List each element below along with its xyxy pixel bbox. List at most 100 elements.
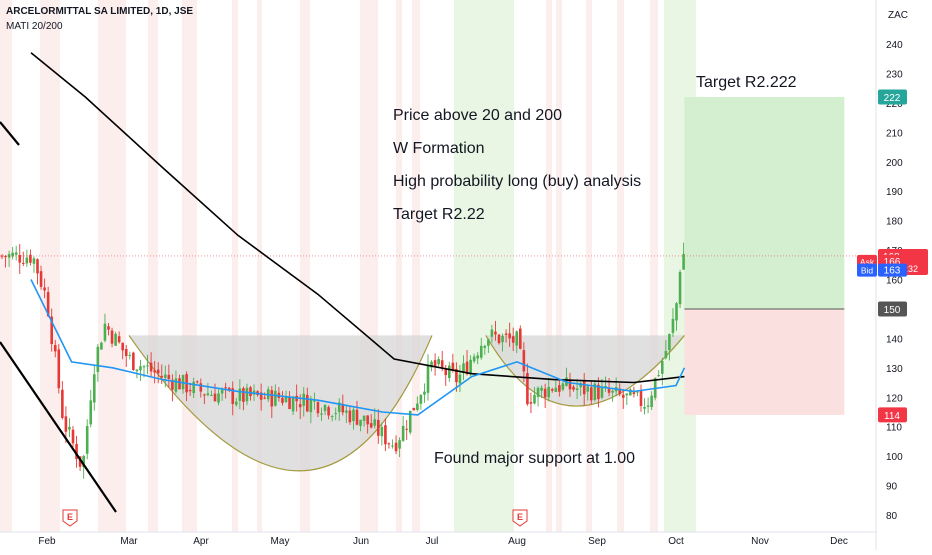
candle xyxy=(543,383,547,408)
candle xyxy=(313,392,316,410)
candle xyxy=(89,389,93,428)
candle-body xyxy=(78,456,82,467)
session-shade xyxy=(556,0,562,532)
candle xyxy=(497,333,501,345)
session-shade xyxy=(412,0,420,532)
candle xyxy=(29,249,32,266)
candle xyxy=(100,341,103,350)
candle-body xyxy=(210,394,213,396)
candle xyxy=(501,333,504,352)
candle xyxy=(288,391,291,410)
y-tick-label: 200 xyxy=(886,158,903,169)
indicator-label[interactable]: MATI 20/200 xyxy=(6,21,63,32)
candle-body xyxy=(220,389,224,394)
candle xyxy=(355,400,359,426)
x-tick-label: Jul xyxy=(426,536,439,547)
candle-body xyxy=(302,393,306,406)
candle-body xyxy=(36,259,39,274)
y-tick-label: 210 xyxy=(886,128,903,139)
candle xyxy=(153,360,156,384)
candle xyxy=(394,435,398,455)
candle-body xyxy=(373,419,377,426)
candle-body xyxy=(75,443,78,460)
session-shade xyxy=(98,0,126,532)
candle-body xyxy=(32,258,36,264)
earnings-marker: E xyxy=(62,509,78,527)
y-tick-label: 160 xyxy=(886,276,903,287)
candle-body xyxy=(82,455,85,468)
trendline-lower xyxy=(0,341,117,513)
candle-body xyxy=(377,419,380,436)
candle-body xyxy=(479,345,483,358)
y-tick-label: 180 xyxy=(886,217,903,228)
symbol-title[interactable]: ARCELORMITTAL SA LIMITED, 1D, JSE xyxy=(6,6,194,17)
candle-body xyxy=(458,374,462,384)
y-tick-label: 90 xyxy=(886,482,898,493)
candle xyxy=(621,389,625,409)
candle-body xyxy=(22,262,25,264)
candle xyxy=(540,385,543,399)
candle xyxy=(412,407,416,411)
earnings-icon xyxy=(62,509,78,527)
candle-body xyxy=(423,391,426,395)
candle xyxy=(536,386,540,407)
annotation-line-2: W Formation xyxy=(393,140,485,157)
candle-body xyxy=(568,379,572,390)
candle-body xyxy=(526,373,529,405)
candle xyxy=(281,391,284,406)
candle-body xyxy=(604,386,607,388)
candle-body xyxy=(192,381,195,394)
candle-body xyxy=(515,331,519,346)
candle-body xyxy=(178,378,181,390)
candle-body xyxy=(469,359,472,375)
candle xyxy=(675,302,678,331)
candle xyxy=(345,405,348,423)
candle xyxy=(50,308,53,352)
candle xyxy=(479,337,483,360)
candle-body xyxy=(306,394,309,412)
candle xyxy=(682,242,685,270)
candle-body xyxy=(316,402,320,414)
candle-body xyxy=(61,389,64,418)
candle xyxy=(337,398,341,421)
candle-body xyxy=(227,387,231,390)
candle xyxy=(398,437,401,458)
candle-body xyxy=(259,392,263,400)
candle-body xyxy=(348,410,352,423)
candle xyxy=(582,372,586,406)
candle-body xyxy=(671,318,675,333)
candle-body xyxy=(540,387,543,391)
candle-body xyxy=(139,366,142,371)
candle-body xyxy=(164,374,167,379)
candle-body xyxy=(430,361,433,368)
candle xyxy=(160,364,164,384)
candle xyxy=(625,393,629,406)
currency-label: ZAC xyxy=(888,10,908,21)
candle xyxy=(57,344,61,394)
candle-body xyxy=(582,380,586,395)
candle xyxy=(433,353,437,376)
candle xyxy=(22,251,25,266)
candle-body xyxy=(132,352,135,370)
y-tick-label: 240 xyxy=(886,40,903,51)
candle xyxy=(156,362,160,384)
candle xyxy=(61,381,64,420)
candle xyxy=(387,442,391,449)
candle xyxy=(426,354,430,401)
candle-body xyxy=(142,366,146,368)
ask-badge-label: Ask xyxy=(860,257,875,267)
candle-body xyxy=(600,386,604,398)
session-shade xyxy=(232,0,238,532)
candle-body xyxy=(195,381,199,383)
candle xyxy=(242,386,245,411)
candle-body xyxy=(448,365,451,379)
candle xyxy=(384,418,387,452)
candle-body xyxy=(188,389,192,392)
candle-body xyxy=(249,387,252,397)
candle-body xyxy=(380,426,384,437)
candle-body xyxy=(245,387,249,402)
candle xyxy=(568,372,572,397)
earnings-label: E xyxy=(67,512,73,522)
